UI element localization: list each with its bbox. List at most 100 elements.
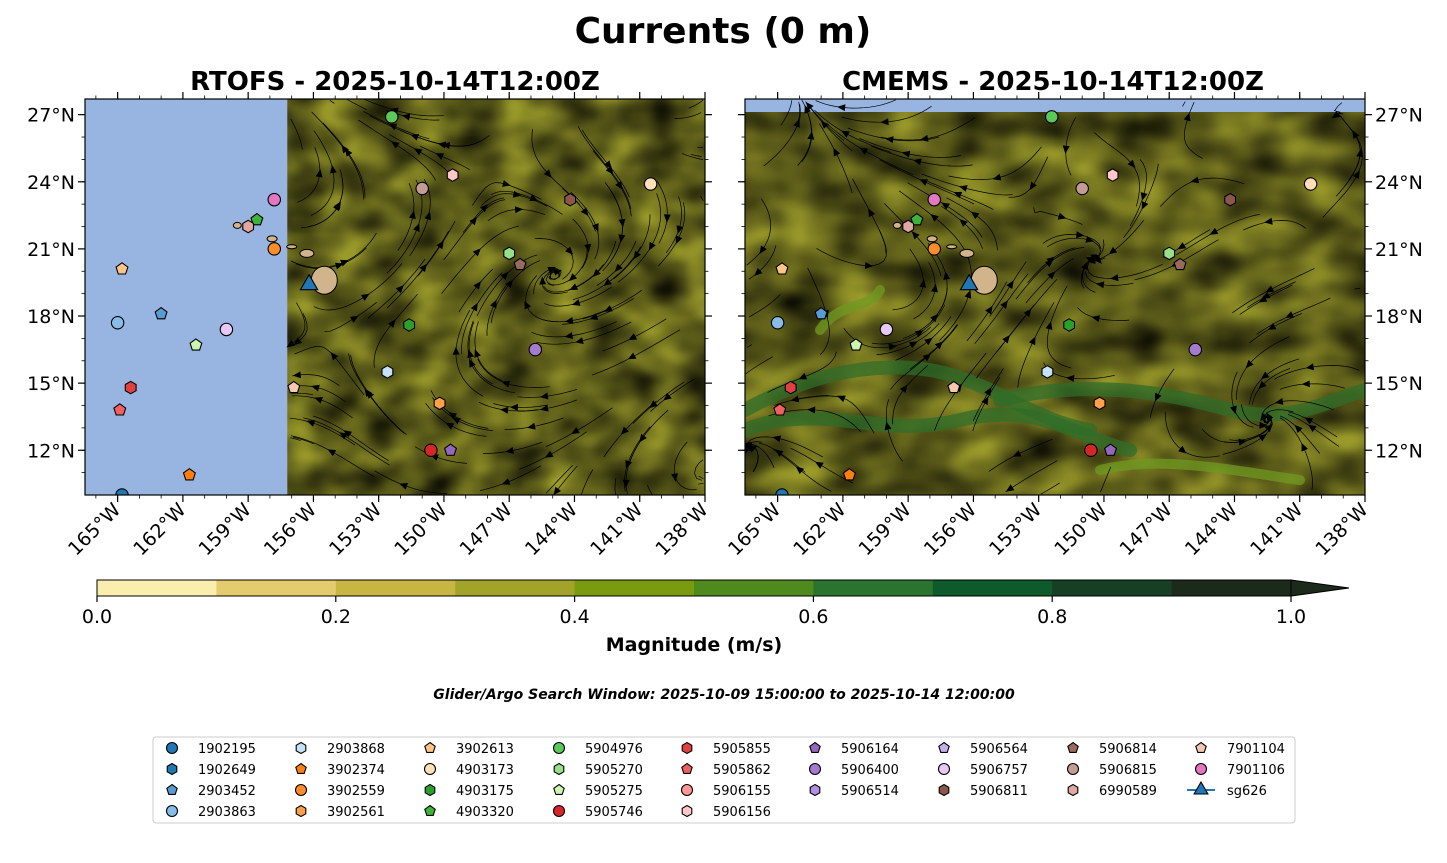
streamline-arrow — [671, 473, 678, 482]
streamline-arrow — [1352, 130, 1360, 139]
legend-label-4903175: 4903175 — [456, 784, 514, 799]
streamline — [656, 180, 668, 244]
legend-label-3902561: 3902561 — [327, 805, 385, 820]
y-tick-label: 24°N — [27, 172, 75, 194]
streamline-arrow — [985, 305, 993, 315]
legend-marker-5905855 — [681, 741, 693, 755]
streamline — [681, 153, 704, 160]
platform-marker-3902561 — [433, 396, 446, 411]
streamline-arrow — [467, 349, 475, 359]
cmems-title: CMEMS - 2025-10-14T12:00Z — [842, 67, 1264, 97]
streamline — [458, 268, 494, 313]
streamline-arrow — [544, 450, 554, 458]
streamline — [814, 109, 892, 153]
platform-marker-4903173 — [1303, 177, 1318, 191]
platform-marker-5906815 — [415, 181, 429, 196]
island-shape — [946, 244, 958, 250]
y-tick-label: 27°N — [1375, 105, 1423, 127]
colorbar-segment — [216, 580, 337, 596]
streamline-arrow — [543, 169, 552, 178]
rtofs-islands — [232, 221, 338, 295]
streamline-arrow — [1285, 311, 1295, 318]
y-tick-label: 18°N — [1375, 306, 1423, 328]
streamline — [763, 101, 801, 167]
streamline-arrow — [649, 400, 658, 409]
legend-label-5906814: 5906814 — [1099, 742, 1157, 757]
colorbar-tick-label: 0.0 — [82, 606, 112, 628]
x-tick-label: 162°W — [129, 499, 190, 560]
platform-marker-3902559 — [927, 242, 942, 256]
streamline-arrow — [395, 285, 404, 294]
platform-marker-3902561 — [1093, 396, 1106, 411]
streamline-arrow — [943, 271, 951, 280]
streamline-arrow — [1258, 380, 1267, 389]
streamline-arrow — [399, 483, 408, 490]
streamline-arrow — [795, 466, 805, 475]
streamline-arrow — [490, 299, 497, 309]
streamline — [1085, 271, 1134, 286]
y-tick-label: 12°N — [1375, 440, 1423, 462]
legend-label-5906815: 5906815 — [1099, 763, 1157, 778]
streamline-arrow — [445, 422, 455, 430]
platform-marker-2903452 — [154, 306, 168, 320]
streamline-arrow — [293, 337, 302, 346]
streamline-arrow — [663, 214, 671, 223]
streamline-arrow — [1304, 417, 1314, 425]
streamline — [700, 195, 704, 201]
streamline — [1040, 482, 1060, 495]
legend-label-2903863: 2903863 — [198, 805, 256, 820]
colorbar-segment — [932, 580, 1053, 596]
streamline-arrow — [970, 211, 980, 220]
streamline-arrow — [798, 372, 808, 380]
legend-label-5906400: 5906400 — [841, 763, 899, 778]
streamline — [650, 378, 695, 412]
streamline-arrow — [335, 262, 344, 270]
cmems-field-texture — [745, 99, 1365, 495]
streamline-arrow — [436, 240, 444, 250]
legend-label-5905862: 5905862 — [713, 763, 771, 778]
streamline-arrow — [345, 148, 353, 157]
streamline-arrow — [841, 130, 850, 138]
streamline-arrow — [618, 234, 626, 243]
rtofs-streamlines — [286, 99, 704, 495]
streamline-arrow — [958, 185, 968, 192]
streamline-arrow — [529, 194, 539, 201]
streamline — [774, 395, 829, 406]
streamline-arrow — [553, 486, 561, 495]
streamline-arrow — [472, 248, 481, 257]
streamline — [1046, 237, 1101, 260]
streamline-arrow — [931, 283, 938, 293]
platform-marker-5906164 — [443, 443, 458, 456]
streamline — [989, 261, 1027, 317]
platform-marker-5905855 — [784, 380, 797, 395]
legend-marker-5906564 — [938, 741, 950, 753]
streamline — [572, 218, 589, 269]
streamline-arrow — [837, 395, 846, 403]
streamline — [1182, 101, 1186, 107]
platform-marker-5906815 — [1075, 181, 1089, 196]
island-shape — [286, 244, 298, 250]
platform-marker-7901106 — [267, 192, 282, 207]
cmems-no-data-region — [745, 99, 1365, 112]
streamline-arrow — [437, 141, 447, 149]
streamline-arrow — [1264, 217, 1273, 225]
legend-marker-5906815 — [1066, 762, 1080, 776]
streamline-arrow — [675, 235, 683, 244]
streamline-arrow — [364, 388, 372, 397]
legend-box — [152, 736, 1296, 824]
legend-label-5905270: 5905270 — [585, 763, 643, 778]
platform-marker-5906757 — [219, 322, 234, 337]
legend-label-5906564: 5906564 — [970, 742, 1028, 757]
streamline-arrow — [343, 430, 352, 438]
streamline-arrow — [1230, 405, 1237, 415]
streamline-arrow — [413, 223, 420, 232]
streamline-arrow — [884, 421, 892, 431]
figure-title: Currents (0 m) — [575, 11, 872, 52]
legend-label-5904976: 5904976 — [585, 742, 643, 757]
x-tick-label: 165°W — [64, 499, 125, 560]
platform-marker-3902374 — [182, 468, 196, 481]
legend-marker-7901106 — [1194, 762, 1208, 776]
island-shape — [926, 235, 938, 243]
streamline — [1231, 371, 1254, 428]
streamline-arrow — [500, 271, 509, 280]
